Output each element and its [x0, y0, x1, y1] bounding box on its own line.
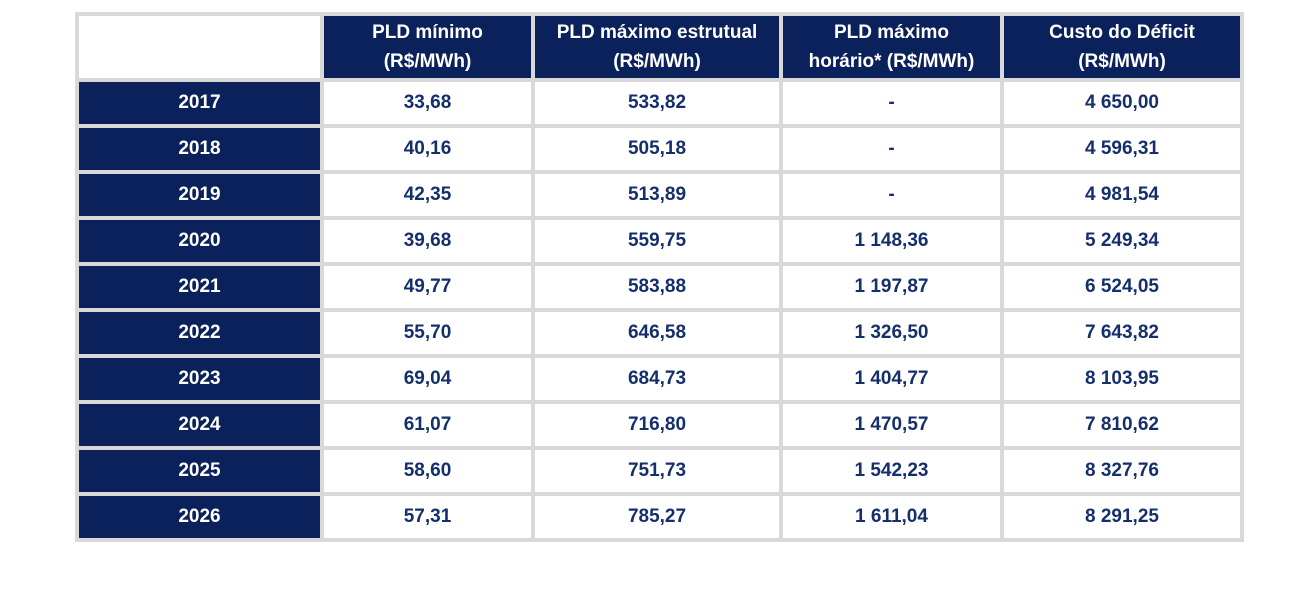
value-cell: 1 197,87 [779, 262, 1004, 312]
column-header-pld-maximo-estrutual: PLD máximo estrutual (R$/MWh) [531, 12, 783, 82]
value-cell: 785,27 [531, 492, 783, 542]
year-cell: 2022 [75, 308, 324, 358]
value-cell: 57,31 [320, 492, 535, 542]
value-cell: 559,75 [531, 216, 783, 266]
value-cell: 1 148,36 [779, 216, 1004, 266]
value-cell: 8 327,76 [1000, 446, 1244, 496]
column-header-pld-maximo-horario: PLD máximo horário* (R$/MWh) [779, 12, 1004, 82]
column-header-line2: (R$/MWh) [383, 51, 472, 72]
year-cell: 2026 [75, 492, 324, 542]
table-canvas: PLD mínimo (R$/MWh) PLD máximo estrutual… [75, 12, 1244, 542]
value-cell: 39,68 [320, 216, 535, 266]
table-row: 2018 40,16 505,18-4 596,31 [75, 124, 1244, 174]
year-cell: 2025 [75, 446, 324, 496]
column-header-line1: PLD mínimo [372, 21, 483, 43]
table-row: 2021 49,77 583,88 1 197,87 6 524,05 [75, 262, 1244, 312]
value-cell: 1 470,57 [779, 400, 1004, 450]
value-cell: 646,58 [531, 308, 783, 358]
year-cell: 2023 [75, 354, 324, 404]
column-header-line2: (R$/MWh) [1078, 51, 1166, 72]
value-cell: 533,82 [531, 78, 783, 128]
table-row: 2023 69,04 684,73 1 404,77 8 103,95 [75, 354, 1244, 404]
table-row: 2024 61,07 716,80 1 470,57 7 810,62 [75, 400, 1244, 450]
value-cell: 7 810,62 [1000, 400, 1244, 450]
value-cell: 1 611,04 [779, 492, 1004, 542]
value-cell: - [779, 170, 1004, 220]
header-row: PLD mínimo (R$/MWh) PLD máximo estrutual… [75, 12, 1244, 82]
column-header-line1: PLD máximo estrutual [556, 21, 758, 43]
value-cell: 8 291,25 [1000, 492, 1244, 542]
value-cell: 716,80 [531, 400, 783, 450]
value-cell: 61,07 [320, 400, 535, 450]
value-cell: 7 643,82 [1000, 308, 1244, 358]
value-cell: 1 542,23 [779, 446, 1004, 496]
table-row: 2022 55,70 646,58 1 326,50 7 643,82 [75, 308, 1244, 358]
value-cell: 6 524,05 [1000, 262, 1244, 312]
column-header-pld-minimo: PLD mínimo (R$/MWh) [320, 12, 535, 82]
column-header-line1: PLD máximo [833, 21, 950, 43]
year-cell: 2018 [75, 124, 324, 174]
value-cell: 4 650,00 [1000, 78, 1244, 128]
value-cell: 1 326,50 [779, 308, 1004, 358]
table-row: 2019 42,35 513,89-4 981,54 [75, 170, 1244, 220]
value-cell: 69,04 [320, 354, 535, 404]
table-row: 2020 39,68 559,75 1 148,36 5 249,34 [75, 216, 1244, 266]
table-row: 2025 58,60 751,73 1 542,23 8 327,76 [75, 446, 1244, 496]
column-header-custo-deficit: Custo do Déficit (R$/MWh) [1000, 12, 1244, 82]
value-cell: 4 596,31 [1000, 124, 1244, 174]
value-cell: 5 249,34 [1000, 216, 1244, 266]
value-cell: 42,35 [320, 170, 535, 220]
value-cell: 58,60 [320, 446, 535, 496]
value-cell: 55,70 [320, 308, 535, 358]
column-header-line2: horário* (R$/MWh) [808, 51, 975, 72]
value-cell: 33,68 [320, 78, 535, 128]
year-cell: 2019 [75, 170, 324, 220]
year-cell: 2020 [75, 216, 324, 266]
value-cell: 505,18 [531, 124, 783, 174]
year-cell: 2017 [75, 78, 324, 128]
column-header-line1: Custo do Déficit [1049, 21, 1195, 43]
value-cell: 583,88 [531, 262, 783, 312]
value-cell: - [779, 78, 1004, 128]
value-cell: - [779, 124, 1004, 174]
year-cell: 2021 [75, 262, 324, 312]
value-cell: 684,73 [531, 354, 783, 404]
table-row: 2017 33,68 533,82-4 650,00 [75, 78, 1244, 128]
corner-spacer [75, 12, 324, 82]
value-cell: 8 103,95 [1000, 354, 1244, 404]
column-header-line2: (R$/MWh) [613, 51, 701, 72]
value-cell: 751,73 [531, 446, 783, 496]
table-row: 2026 57,31 785,27 1 611,04 8 291,25 [75, 492, 1244, 542]
value-cell: 4 981,54 [1000, 170, 1244, 220]
value-cell: 49,77 [320, 262, 535, 312]
value-cell: 513,89 [531, 170, 783, 220]
value-cell: 40,16 [320, 124, 535, 174]
year-cell: 2024 [75, 400, 324, 450]
pld-table: PLD mínimo (R$/MWh) PLD máximo estrutual… [75, 12, 1244, 542]
value-cell: 1 404,77 [779, 354, 1004, 404]
